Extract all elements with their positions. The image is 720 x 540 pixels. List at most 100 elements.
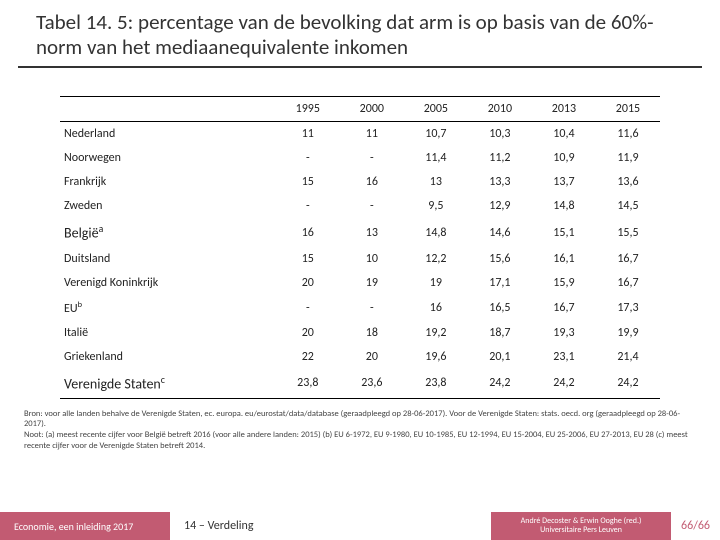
cell-value: 23,6 bbox=[340, 369, 404, 398]
table-row: EUb--1616,516,717,3 bbox=[60, 295, 660, 321]
slide-title: Tabel 14. 5: percentage van de bevolking… bbox=[18, 0, 702, 68]
cell-value: - bbox=[276, 295, 340, 321]
cell-value: 16 bbox=[404, 295, 468, 321]
table-row: Frankrijk15161313,313,713,6 bbox=[60, 170, 660, 194]
col-year: 2013 bbox=[532, 97, 596, 122]
cell-value: 15,5 bbox=[596, 218, 660, 247]
cell-value: 21,4 bbox=[596, 345, 660, 369]
row-label: Frankrijk bbox=[60, 170, 276, 194]
cell-value: 16,5 bbox=[468, 295, 532, 321]
row-label: EUb bbox=[60, 295, 276, 321]
row-label: Verenigd Koninkrijk bbox=[60, 271, 276, 295]
footer-left: Economie, een inleiding 2017 bbox=[0, 512, 170, 540]
cell-value: 14,6 bbox=[468, 218, 532, 247]
cell-value: 19,2 bbox=[404, 321, 468, 345]
footer-chapter: 14 – Verdeling bbox=[170, 512, 491, 540]
table-row: Duitsland151012,215,616,116,7 bbox=[60, 247, 660, 271]
cell-value: 13,3 bbox=[468, 170, 532, 194]
table-row: Griekenland222019,620,123,121,4 bbox=[60, 345, 660, 369]
cell-value: 22 bbox=[276, 345, 340, 369]
table-container: 199520002005201020132015 Nederland111110… bbox=[0, 76, 720, 404]
cell-value: 10,3 bbox=[468, 122, 532, 147]
cell-value: 19,3 bbox=[532, 321, 596, 345]
table-row: Nederland111110,710,310,411,6 bbox=[60, 122, 660, 147]
cell-value: 23,8 bbox=[276, 369, 340, 398]
cell-value: 19,6 bbox=[404, 345, 468, 369]
cell-value: 20 bbox=[340, 345, 404, 369]
col-year: 2010 bbox=[468, 97, 532, 122]
col-year: 2015 bbox=[596, 97, 660, 122]
row-label: Belgiëa bbox=[60, 218, 276, 247]
cell-value: 15 bbox=[276, 247, 340, 271]
cell-value: 18,7 bbox=[468, 321, 532, 345]
page-number: 66/66 bbox=[671, 512, 720, 540]
cell-value: 13,7 bbox=[532, 170, 596, 194]
notes-line-2: Noot: (a) meest recente cijfer voor Belg… bbox=[24, 430, 696, 451]
cell-value: 16,7 bbox=[596, 247, 660, 271]
cell-value: 14,5 bbox=[596, 194, 660, 218]
cell-value: 12,2 bbox=[404, 247, 468, 271]
table-row: Noorwegen--11,411,210,911,9 bbox=[60, 146, 660, 170]
cell-value: 10,9 bbox=[532, 146, 596, 170]
cell-value: 16,7 bbox=[532, 295, 596, 321]
row-label: Nederland bbox=[60, 122, 276, 147]
cell-value: 23,1 bbox=[532, 345, 596, 369]
cell-value: 13,6 bbox=[596, 170, 660, 194]
table-row: Verenigd Koninkrijk20191917,115,916,7 bbox=[60, 271, 660, 295]
cell-value: 24,2 bbox=[468, 369, 532, 398]
col-year: 2000 bbox=[340, 97, 404, 122]
cell-value: - bbox=[276, 194, 340, 218]
footer-publisher: Universitaire Pers Leuven bbox=[540, 526, 622, 535]
cell-value: 24,2 bbox=[596, 369, 660, 398]
row-label: Duitsland bbox=[60, 247, 276, 271]
notes-line-1: Bron: voor alle landen behalve de Vereni… bbox=[24, 409, 696, 430]
cell-value: 17,1 bbox=[468, 271, 532, 295]
row-label: Zweden bbox=[60, 194, 276, 218]
cell-value: - bbox=[340, 194, 404, 218]
cell-value: 16,7 bbox=[596, 271, 660, 295]
cell-value: 12,9 bbox=[468, 194, 532, 218]
cell-value: 13 bbox=[340, 218, 404, 247]
col-year: 2005 bbox=[404, 97, 468, 122]
cell-value: 11 bbox=[276, 122, 340, 147]
col-country bbox=[60, 97, 276, 122]
cell-value: 16,1 bbox=[532, 247, 596, 271]
col-year: 1995 bbox=[276, 97, 340, 122]
table-row: Verenigde Statenc23,823,623,824,224,224,… bbox=[60, 369, 660, 398]
cell-value: - bbox=[340, 146, 404, 170]
cell-value: 20,1 bbox=[468, 345, 532, 369]
poverty-table: 199520002005201020132015 Nederland111110… bbox=[60, 96, 660, 398]
table-row: Belgiëa161314,814,615,115,5 bbox=[60, 218, 660, 247]
cell-value: 20 bbox=[276, 271, 340, 295]
cell-value: 18 bbox=[340, 321, 404, 345]
cell-value: 19 bbox=[404, 271, 468, 295]
cell-value: 11,6 bbox=[596, 122, 660, 147]
footer-credits: André Decoster & Erwin Ooghe (red.) Univ… bbox=[491, 512, 671, 540]
cell-value: 11,4 bbox=[404, 146, 468, 170]
table-row: Italië201819,218,719,319,9 bbox=[60, 321, 660, 345]
cell-value: 16 bbox=[340, 170, 404, 194]
row-label: Italië bbox=[60, 321, 276, 345]
cell-value: 10,7 bbox=[404, 122, 468, 147]
cell-value: 11,2 bbox=[468, 146, 532, 170]
cell-value: 10 bbox=[340, 247, 404, 271]
footer-bar: Economie, een inleiding 2017 14 – Verdel… bbox=[0, 512, 720, 540]
cell-value: - bbox=[276, 146, 340, 170]
cell-value: 14,8 bbox=[404, 218, 468, 247]
row-label: Noorwegen bbox=[60, 146, 276, 170]
table-row: Zweden--9,512,914,814,5 bbox=[60, 194, 660, 218]
cell-value: 15,6 bbox=[468, 247, 532, 271]
cell-value: 20 bbox=[276, 321, 340, 345]
cell-value: 9,5 bbox=[404, 194, 468, 218]
cell-value: 10,4 bbox=[532, 122, 596, 147]
cell-value: 15,1 bbox=[532, 218, 596, 247]
cell-value: 17,3 bbox=[596, 295, 660, 321]
cell-value: 16 bbox=[276, 218, 340, 247]
cell-value: 15 bbox=[276, 170, 340, 194]
cell-value: 23,8 bbox=[404, 369, 468, 398]
cell-value: 11 bbox=[340, 122, 404, 147]
row-label: Verenigde Statenc bbox=[60, 369, 276, 398]
cell-value: 13 bbox=[404, 170, 468, 194]
cell-value: 11,9 bbox=[596, 146, 660, 170]
row-label: Griekenland bbox=[60, 345, 276, 369]
